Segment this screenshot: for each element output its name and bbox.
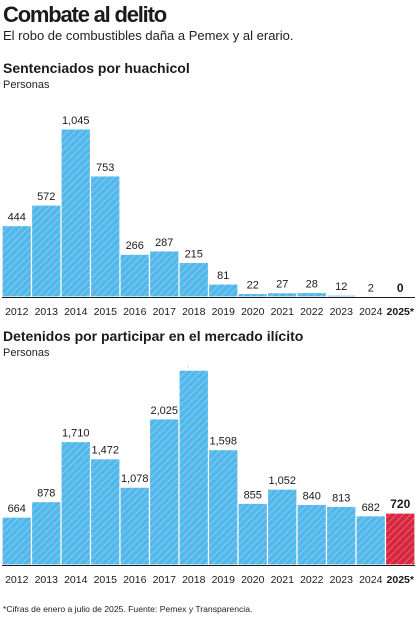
value-label: 1,472 [91, 445, 119, 457]
bar-hatch [31, 204, 61, 297]
bar-hatch [208, 449, 238, 565]
value-label: 22 [247, 279, 259, 291]
bar-hatch [179, 262, 209, 297]
x-tick-label: 2019 [212, 574, 236, 586]
chart-1-unit-label: Personas [3, 79, 50, 91]
value-label: 572 [37, 191, 55, 203]
x-tick-label: 2017 [153, 306, 177, 318]
value-label: 2,699 [180, 366, 208, 368]
value-label: 878 [37, 488, 55, 500]
value-label: 27 [276, 279, 288, 291]
value-label: 444 [8, 212, 26, 224]
bar-hatch [149, 418, 179, 565]
bar-hatch [179, 370, 209, 565]
bar-hatch [90, 458, 120, 565]
x-tick-label: 2020 [241, 574, 265, 586]
value-label: 1,710 [62, 428, 90, 440]
x-tick-label: 2014 [64, 574, 88, 586]
value-label: 266 [126, 240, 144, 252]
value-label: 753 [96, 162, 114, 174]
x-tick-label: 2013 [35, 574, 59, 586]
value-label: 813 [332, 492, 350, 504]
value-label: 840 [303, 490, 321, 502]
x-tick-label: 2016 [123, 306, 147, 318]
bar-hatch [267, 489, 297, 565]
value-label: 28 [306, 278, 318, 290]
x-tick-label: 2018 [182, 574, 206, 586]
value-label: 720 [390, 497, 410, 511]
bar-hatch [238, 293, 268, 297]
value-label: 1,078 [121, 473, 149, 485]
page-title: Combate al delito [3, 2, 167, 27]
x-tick-label: 2018 [182, 306, 206, 318]
x-tick-label: 2015 [94, 306, 118, 318]
x-tick-label: 2024 [359, 574, 383, 586]
value-label: 1,052 [268, 475, 296, 487]
value-label: 12 [335, 281, 347, 293]
footnote: *Cifras de enero a julio de 2025. Fuente… [3, 604, 253, 614]
x-tick-label: 2023 [330, 306, 354, 318]
chart-1-svg: 444201257220131,045201475320152662016287… [1, 115, 415, 318]
x-tick-label: 2023 [330, 574, 354, 586]
x-tick-label: 2019 [212, 306, 236, 318]
value-label: 855 [244, 489, 262, 501]
bar-hatch [120, 254, 150, 297]
bar-hatch [208, 283, 238, 297]
bar-hatch [326, 506, 356, 565]
x-tick-label: 2021 [271, 306, 295, 318]
value-label: 2 [368, 283, 374, 295]
bar-hatch [326, 295, 356, 297]
value-label: 1,598 [209, 436, 237, 448]
value-label: 287 [155, 237, 173, 249]
x-tick-label: 2015 [94, 574, 118, 586]
x-tick-label: 2014 [64, 306, 88, 318]
value-label: 664 [8, 503, 26, 515]
x-tick-label: 2012 [5, 306, 29, 318]
bar-hatch [267, 292, 297, 297]
value-label: 215 [185, 248, 203, 260]
value-label: 1,045 [62, 115, 90, 127]
x-tick-label: 2012 [5, 574, 29, 586]
page-subtitle: El robo de combustibles daña a Pemex y a… [3, 28, 294, 43]
x-tick-label: 2013 [35, 306, 59, 318]
bar-hatch [61, 128, 91, 297]
bar-hatch [90, 175, 120, 297]
bar-hatch [297, 504, 327, 565]
bar-hatch [2, 225, 32, 297]
chart-2-title: Detenidos por participar en el mercado i… [3, 328, 304, 344]
chart-2-svg: 664 2012 878 2013 1,710 2014 1,472 2015 1,078 201… [1, 366, 416, 586]
bar-hatch [385, 513, 415, 565]
bar-hatch [120, 487, 150, 565]
x-tick-label: 2022 [300, 574, 324, 586]
value-label: 0 [397, 281, 404, 295]
bar-hatch [356, 515, 386, 565]
x-tick-label: 2016 [123, 574, 147, 586]
chart-1-title: Sentenciados por huachicol [3, 60, 190, 76]
x-tick-label: 2022 [300, 306, 324, 318]
bar-hatch [2, 517, 32, 565]
value-label: 682 [362, 502, 380, 514]
chart-2-unit-label: Personas [3, 347, 50, 359]
bar-hatch [149, 250, 179, 297]
x-tick-label: 2021 [271, 574, 295, 586]
x-tick-label: 2025* [387, 574, 415, 586]
bar-hatch [61, 441, 91, 565]
bar-hatch [297, 292, 327, 297]
x-tick-label: 2024 [359, 306, 383, 318]
bar-hatch [238, 503, 268, 565]
value-label: 2,025 [150, 405, 178, 417]
value-label: 81 [217, 270, 229, 282]
x-tick-label: 2025* [387, 306, 415, 318]
x-tick-label: 2020 [241, 306, 265, 318]
bar-hatch [31, 501, 61, 565]
x-tick-label: 2017 [153, 574, 177, 586]
